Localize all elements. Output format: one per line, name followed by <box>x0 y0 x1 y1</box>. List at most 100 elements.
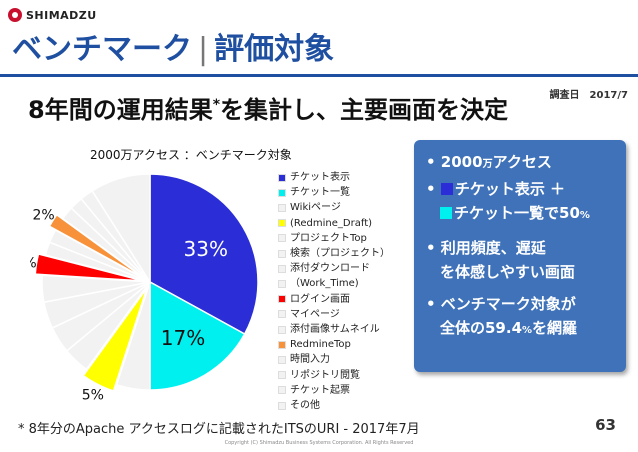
legend-item: (Redmine_Draft) <box>278 216 390 231</box>
legend-item: Wikiページ <box>278 200 390 215</box>
legend-swatch <box>278 280 286 289</box>
legend-swatch <box>278 249 286 258</box>
callout-bullet-3: • 利用頻度、遅延 <box>426 239 546 257</box>
title-rule <box>0 74 638 77</box>
company-logo: SHIMADZU <box>8 8 97 22</box>
callout-b1-rest: アクセス <box>492 153 552 171</box>
headline-text: 8年間の運用結果 <box>28 96 213 124</box>
legend-item: プロジェクトTop <box>278 231 390 246</box>
survey-date: 調査日 2017/7 <box>549 90 628 101</box>
legend-item: その他 <box>278 398 390 413</box>
shimadzu-logo-icon <box>8 8 22 22</box>
legend-label: その他 <box>290 400 320 412</box>
blue-square-icon <box>440 183 453 195</box>
data-label-11: 2% <box>33 207 55 223</box>
legend-swatch <box>278 264 286 273</box>
data-label-3: 5% <box>82 387 104 400</box>
legend-label: 検索（プロジェクト） <box>290 248 390 260</box>
headline: 8年間の運用結果*を集計し、主要画面を決定 <box>28 90 508 125</box>
legend-label: （Work_Time) <box>290 278 359 290</box>
legend-swatch <box>278 295 286 304</box>
callout-b2-mid: チケット表示 ＋ <box>454 180 566 198</box>
data-label-8: 3% <box>30 255 37 271</box>
legend-label: RedmineTop <box>290 339 351 351</box>
legend-label: プロジェクトTop <box>290 232 367 244</box>
legend-swatch <box>278 219 286 228</box>
callout-b4b: 全体の59.4 <box>440 319 523 337</box>
callout-bullet-4b: 全体の59.4%を網羅 <box>426 316 618 343</box>
legend-label: チケット表示 <box>290 172 350 183</box>
legend-label: ログイン画面 <box>290 293 350 305</box>
legend-item: マイページ <box>278 307 390 322</box>
pie-slice-11 <box>48 213 145 279</box>
callout-bullet-2b: チケット一覧で50% <box>426 201 618 228</box>
legend-label: 添付画像サムネイル <box>290 324 380 336</box>
legend-label: Wikiページ <box>290 202 341 214</box>
legend-label: リポジトリ閲覧 <box>290 369 360 381</box>
pie-slice-0 <box>149 173 259 336</box>
pie-slice-1 <box>149 280 246 391</box>
data-label-0: 33% <box>184 237 228 261</box>
callout-b4b-rest: を網羅 <box>532 319 578 337</box>
callout-b2: • <box>426 180 441 198</box>
legend-label: 時間入力 <box>290 354 330 366</box>
callout-b1: • 2000 <box>426 153 483 171</box>
callout-b1-small: 万 <box>482 159 493 170</box>
legend-item: チケット起票 <box>278 383 390 398</box>
legend-item: 添付画像サムネイル <box>278 322 390 337</box>
legend-item: リポジトリ閲覧 <box>278 368 390 383</box>
legend-swatch <box>278 234 286 243</box>
legend-label: チケット起票 <box>290 384 350 396</box>
legend-item: （Work_Time) <box>278 276 390 291</box>
legend-swatch <box>278 371 286 380</box>
title-main: ベンチマーク <box>12 32 192 67</box>
callout-bullet-2: • チケット表示 ＋ <box>426 177 618 201</box>
pie-slice-3 <box>82 287 148 392</box>
legend-swatch <box>278 188 286 197</box>
legend-item: RedmineTop <box>278 337 390 352</box>
legend-swatch <box>278 356 286 365</box>
headline-footnote-mark: * <box>212 97 221 113</box>
callout-b3b: を体感しやすい画面 <box>440 263 575 281</box>
callout-bullet-4: • ベンチマーク対象が <box>426 295 576 313</box>
legend-swatch <box>278 401 286 410</box>
legend-item: 検索（プロジェクト） <box>278 246 390 261</box>
legend-item: 時間入力 <box>278 352 390 367</box>
legend-swatch <box>278 310 286 319</box>
callout-b2b-small: % <box>579 210 590 221</box>
pie-chart: 33% 17% 5% 3% 2% <box>30 173 259 400</box>
headline-text2: を集計し、主要画面を決定 <box>220 96 509 124</box>
legend-label: マイページ <box>290 308 340 320</box>
footnote: * 8年分のApache アクセスログに記載されたITSのURI - 2017年… <box>18 422 420 437</box>
title-sub: 評価対象 <box>214 32 335 67</box>
legend-label: (Redmine_Draft) <box>290 217 373 229</box>
callout-b2b: チケット一覧で50 <box>454 204 580 222</box>
cyan-square-icon <box>440 207 452 219</box>
chart-title: 2000万アクセス ：ベンチマーク対象 <box>90 148 292 162</box>
legend-swatch <box>278 204 286 212</box>
chart-legend: チケット表示 チケット一覧 Wikiページ (Redmine_Draft) プロジェクト… <box>278 170 390 413</box>
legend-swatch <box>278 173 286 182</box>
legend-swatch <box>278 386 286 395</box>
pie-slice-15 <box>91 173 151 285</box>
legend-label: チケット一覧 <box>290 187 350 199</box>
legend-item: 添付ダウンロード <box>278 261 390 276</box>
logo-text: SHIMADZU <box>26 8 97 22</box>
callout-bullet-1: • 2000万アクセス <box>426 150 618 177</box>
data-label-1: 17% <box>161 326 205 350</box>
title-separator: | <box>198 32 209 67</box>
slide-title: ベンチマーク | 評価対象 <box>12 24 334 68</box>
callout-b4b-small: % <box>522 325 533 336</box>
legend-item: チケット表示 <box>278 170 390 185</box>
legend-item: ログイン画面 <box>278 292 390 307</box>
pie-slice-8 <box>34 253 144 282</box>
legend-swatch <box>278 325 286 334</box>
pie-slice-2 <box>115 281 151 391</box>
legend-item: チケット一覧 <box>278 185 390 200</box>
summary-callout: • 2000万アクセス • チケット表示 ＋ チケット一覧で50% • 利用頻度… <box>414 140 626 372</box>
page-number: 63 <box>595 416 616 434</box>
legend-swatch <box>278 340 286 349</box>
callout-bullet-3b: を体感しやすい画面 <box>426 260 618 284</box>
copyright: Copyright (C) Shimadzu Business Systems … <box>224 440 414 446</box>
legend-label: 添付ダウンロード <box>290 263 370 275</box>
